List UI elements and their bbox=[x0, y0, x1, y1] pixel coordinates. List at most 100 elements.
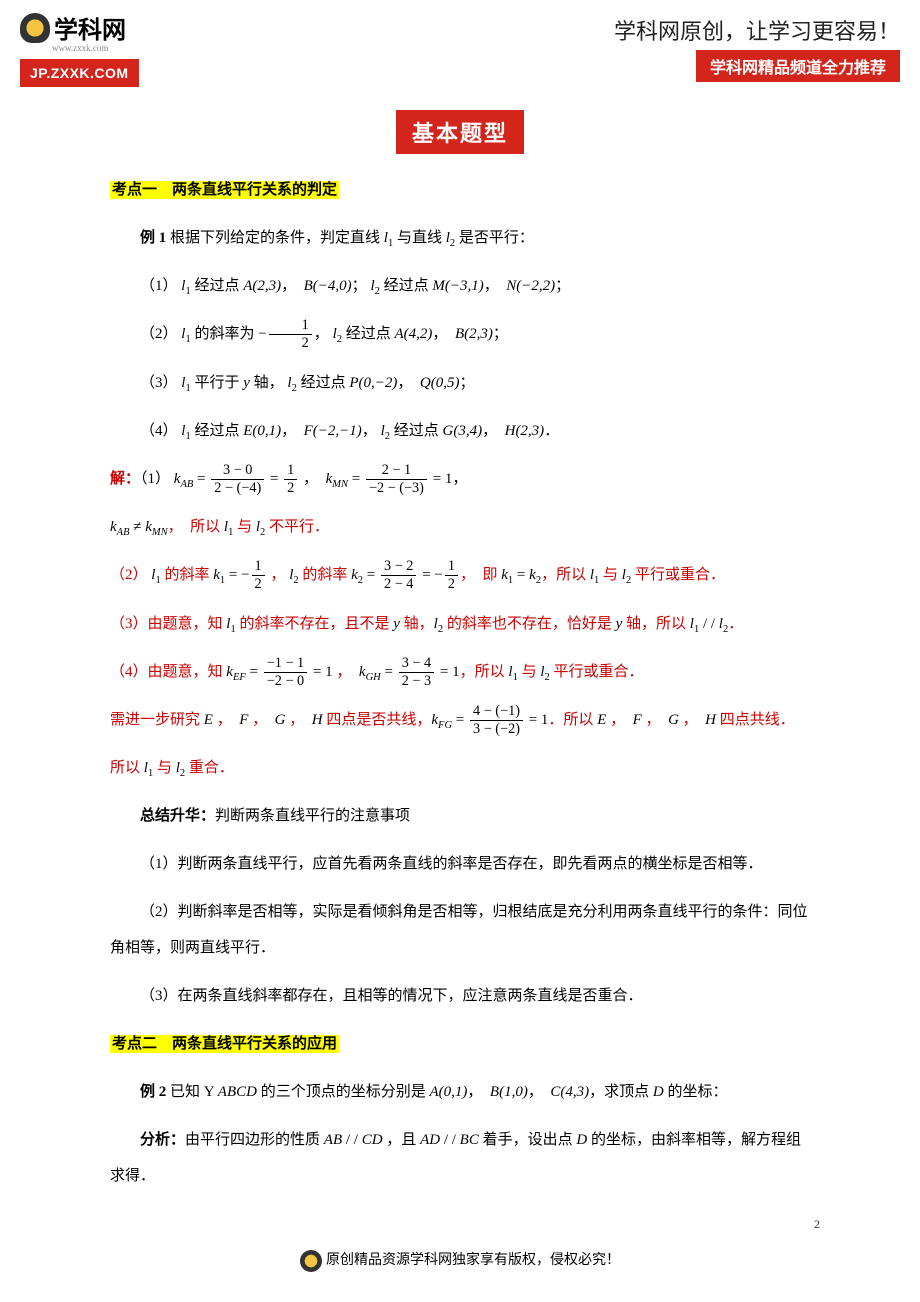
t: ， 所以 bbox=[168, 519, 224, 535]
t: ， bbox=[484, 278, 492, 294]
item1: （1） l1 经过点 A(2,3)， B(−4,0)； l2 经过点 M(−3,… bbox=[110, 268, 810, 304]
ptA2: A(4,2) bbox=[395, 326, 433, 342]
ptQ: Q(0,5) bbox=[420, 375, 460, 391]
ex1-stem-a: 根据下列给定的条件，判定直线 bbox=[166, 230, 384, 246]
t: 的斜率也不存在，恰好是 bbox=[443, 616, 616, 632]
ptP: P(0,−2) bbox=[349, 375, 397, 391]
t: 的斜率不存在，且不是 bbox=[236, 616, 394, 632]
t: ，求顶点 bbox=[589, 1084, 653, 1100]
t: 四点共线． bbox=[716, 712, 795, 728]
ptN: N(−2,2) bbox=[506, 278, 555, 294]
t: 的斜率 bbox=[299, 567, 352, 583]
t: 所以 bbox=[110, 760, 144, 776]
t: 着手，设出点 bbox=[479, 1132, 577, 1148]
ex1-label: 例 1 bbox=[140, 230, 166, 246]
t: 经过点 bbox=[297, 375, 350, 391]
logo-badge: JP.ZXXK.COM bbox=[20, 59, 139, 87]
t: 的斜率为 bbox=[191, 326, 259, 342]
calligraphy-text: 学科网原创，让学习更容易！ bbox=[614, 14, 900, 46]
ptH: H(2,3) bbox=[505, 423, 545, 439]
t: 不平行． bbox=[265, 519, 329, 535]
t: 轴，所以 bbox=[622, 616, 690, 632]
section2-head-text: 考点二 两条直线平行关系的应用 bbox=[110, 1035, 339, 1053]
solution4: （4）由题意，知 kEF = −1 − 1−2 − 0 = 1 ， kGH = … bbox=[110, 654, 810, 690]
solution4-final: 所以 l1 与 l2 重合． bbox=[110, 750, 810, 786]
t: ，所以 bbox=[460, 664, 509, 680]
t: 需进一步研究 bbox=[110, 712, 204, 728]
t: 平行或重合． bbox=[550, 664, 644, 680]
solution1-line2: kAB ≠ kMN， 所以 l1 与 l2 不平行． bbox=[110, 509, 810, 545]
logo-main-text: 学科网 bbox=[54, 10, 126, 45]
t: 的斜率 bbox=[161, 567, 214, 583]
t: ，所以 bbox=[541, 567, 590, 583]
t: 经过点 bbox=[390, 423, 443, 439]
footer-text: 原创精品资源学科网独家享有版权，侵权必究！ bbox=[326, 1253, 620, 1268]
t: ， bbox=[281, 423, 289, 439]
t: ， bbox=[314, 326, 329, 342]
summary1: （1）判断两条直线平行，应首先看两条直线的斜率是否存在，即先看两点的横坐标是否相… bbox=[110, 846, 810, 882]
t: ， bbox=[397, 375, 405, 391]
item2: （2） l1 的斜率为 −12， l2 经过点 A(4,2)， B(2,3)； bbox=[110, 316, 810, 352]
owl-icon bbox=[20, 13, 50, 43]
ptF: F(−2,−1) bbox=[304, 423, 362, 439]
summary-head-text: 判断两条直线平行的注意事项 bbox=[215, 808, 410, 824]
header-right: 学科网原创，让学习更容易！ 学科网精品频道全力推荐 bbox=[614, 14, 900, 82]
t: 重合． bbox=[185, 760, 234, 776]
section1-head-text: 考点一 两条直线平行关系的判定 bbox=[110, 181, 339, 199]
ptE: E(0,1) bbox=[243, 423, 281, 439]
ptB2: B(2,3) bbox=[455, 326, 493, 342]
footer: 原创精品资源学科网独家享有版权，侵权必究！ bbox=[0, 1249, 920, 1272]
t: 由平行四边形的性质 bbox=[185, 1132, 324, 1148]
t: 轴， bbox=[250, 375, 284, 391]
t: ．所以 bbox=[548, 712, 597, 728]
t: ； bbox=[352, 278, 367, 294]
t: ， bbox=[528, 1084, 536, 1100]
ptB3: B(1,0) bbox=[490, 1084, 528, 1100]
summary2: （2）判断斜率是否相等，实际是看倾斜角是否相等，归根结底是充分利用两条直线平行的… bbox=[110, 894, 810, 966]
t: 已知 Y bbox=[166, 1084, 218, 1100]
ptM: M(−3,1) bbox=[432, 278, 483, 294]
t: ， bbox=[362, 423, 377, 439]
sol-label: 解： bbox=[110, 471, 140, 487]
t: ， bbox=[467, 1084, 475, 1100]
page-header: 学科网 www.zxxk.com JP.ZXXK.COM 学科网原创，让学习更容… bbox=[20, 10, 900, 90]
t: ， bbox=[432, 326, 440, 342]
t: 经过点 bbox=[380, 278, 433, 294]
analysis: 分析：由平行四边形的性质 AB / / CD ，且 AD / / BC 着手，设… bbox=[110, 1122, 810, 1194]
ptA: A(2,3) bbox=[243, 278, 281, 294]
t: （3）由题意，知 bbox=[110, 616, 226, 632]
t: 四点是否共线， bbox=[323, 712, 432, 728]
title-box: 基本题型 bbox=[110, 110, 810, 154]
t: ； bbox=[459, 375, 474, 391]
section1-heading: 考点一 两条直线平行关系的判定 bbox=[110, 172, 810, 208]
t: ，且 bbox=[383, 1132, 421, 1148]
example2-stem: 例 2 已知 Y ABCD 的三个顶点的坐标分别是 A(0,1)， B(1,0)… bbox=[110, 1074, 810, 1110]
ptA3: A(0,1) bbox=[429, 1084, 467, 1100]
page-number: 2 bbox=[814, 1217, 820, 1232]
solution4-ext: 需进一步研究 E ， F ， G ， H 四点是否共线，kFG = 4 − (−… bbox=[110, 702, 810, 738]
t: ， bbox=[452, 471, 467, 487]
ptC3: C(4,3) bbox=[550, 1084, 589, 1100]
banner-text: 学科网精品频道全力推荐 bbox=[696, 50, 900, 82]
summary3: （3）在两条直线斜率都存在，且相等的情况下，应注意两条直线是否重合． bbox=[110, 978, 810, 1014]
solution3: （3）由题意，知 l1 的斜率不存在，且不是 y 轴，l2 的斜率也不存在，恰好… bbox=[110, 606, 810, 642]
ex1-stem-mid: 与直线 bbox=[393, 230, 446, 246]
logo-left: 学科网 www.zxxk.com JP.ZXXK.COM bbox=[20, 10, 139, 87]
t: 经过点 bbox=[191, 278, 244, 294]
ptB: B(−4,0) bbox=[304, 278, 352, 294]
t: 平行于 bbox=[191, 375, 244, 391]
t: 的三个顶点的坐标分别是 bbox=[257, 1084, 430, 1100]
t: （2） bbox=[110, 567, 148, 583]
t: 平行或重合． bbox=[631, 567, 725, 583]
ex1-stem-end: 是否平行： bbox=[455, 230, 534, 246]
t: （4）由题意，知 bbox=[110, 664, 226, 680]
item1-num: （1） bbox=[140, 278, 178, 294]
solution1: 解：（1） kAB = 3 − 02 − (−4) = 12 ， kMN = 2… bbox=[110, 461, 810, 497]
t: ； bbox=[555, 278, 570, 294]
example1-stem: 例 1 根据下列给定的条件，判定直线 l1 与直线 l2 是否平行： bbox=[110, 220, 810, 256]
t: ， bbox=[482, 423, 490, 439]
t: ． bbox=[728, 616, 743, 632]
item3-num: （3） bbox=[140, 375, 178, 391]
t: 的坐标： bbox=[664, 1084, 728, 1100]
item3: （3） l1 平行于 y 轴， l2 经过点 P(0,−2)， Q(0,5)； bbox=[110, 365, 810, 401]
